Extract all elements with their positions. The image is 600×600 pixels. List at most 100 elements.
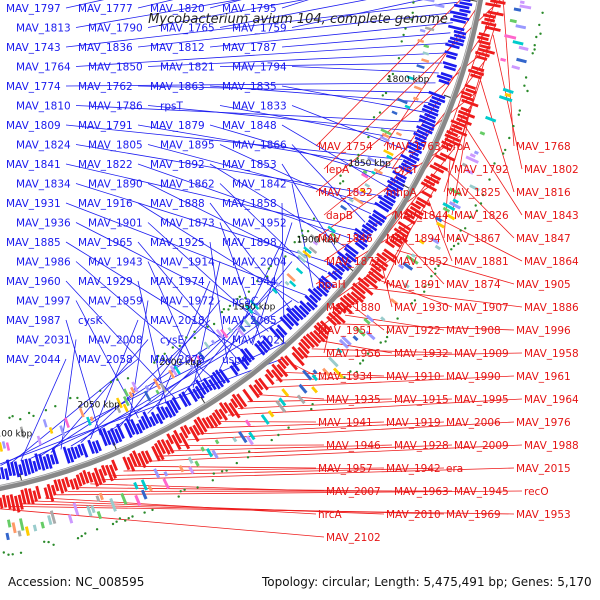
reverse-gene-mark: [470, 73, 482, 80]
reverse-gene-label: MAV_1905: [516, 279, 571, 291]
gc-dot: [111, 522, 115, 526]
reverse-gene-mark: [406, 208, 423, 220]
reverse-gene-mark: [218, 408, 228, 421]
annotation-mark: [465, 168, 474, 175]
reverse-gene-mark: [87, 471, 94, 483]
gc-dot: [366, 352, 370, 355]
gc-dot: [298, 240, 301, 243]
gc-dot: [227, 308, 230, 311]
annotation-mark: [128, 391, 134, 398]
forward-gene-mark: [418, 118, 436, 128]
reverse-gene-mark: [366, 273, 378, 284]
forward-gene-label: MAV_1842: [232, 179, 287, 191]
forward-gene-label: MAV_1997: [16, 296, 71, 308]
reverse-gene-label: proA: [446, 141, 471, 153]
annotation-mark: [413, 85, 423, 91]
annotation-mark: [134, 494, 142, 507]
reverse-gene-label: MAV_1844: [394, 210, 449, 222]
gc-dot: [386, 330, 389, 334]
annotation-mark: [383, 149, 394, 157]
annotation-mark: [403, 282, 410, 289]
reverse-gene-mark: [346, 292, 359, 304]
forward-gene-mark: [45, 453, 53, 469]
gc-dot: [367, 135, 370, 139]
forward-gene-mark: [416, 125, 433, 135]
backbone-highlight: [0, 0, 479, 487]
reverse-gene-label: MAV_1953: [516, 509, 571, 521]
reverse-gene-label: MAV_1881: [454, 256, 509, 268]
gc-dot: [434, 272, 437, 275]
reverse-gene-mark: [446, 129, 459, 138]
reverse-gene-mark: [270, 369, 283, 383]
forward-gene-mark: [449, 10, 468, 17]
forward-gene-mark: [386, 187, 400, 198]
gc-dot: [177, 495, 180, 498]
annotation-mark: [140, 479, 148, 491]
forward-gene-mark: [165, 400, 177, 417]
reverse-gene-label: MAV_1988: [524, 440, 579, 452]
reverse-gene-mark: [73, 478, 80, 490]
forward-label-line: [147, 261, 203, 383]
forward-gene-mark: [400, 153, 417, 165]
reverse-gene-mark: [302, 335, 315, 349]
reverse-gene-mark: [280, 356, 290, 367]
reverse-gene-mark: [9, 494, 16, 512]
gc-dot: [116, 378, 119, 381]
reverse-gene-mark: [479, 44, 491, 50]
annotation-mark: [359, 188, 367, 194]
annotation-mark: [364, 183, 371, 188]
gc-dot: [450, 248, 453, 251]
forward-gene-mark: [164, 406, 173, 419]
reverse-gene-mark: [339, 296, 353, 309]
forward-gene-mark: [345, 243, 359, 255]
forward-gene-mark: [218, 368, 231, 384]
forward-label-line: [137, 241, 237, 359]
reverse-label-line: [492, 34, 523, 170]
forward-gene-mark: [398, 165, 413, 175]
gc-dot: [157, 354, 160, 358]
forward-gene-label: MAV_1901: [88, 218, 143, 230]
forward-gene-label: MAV_1936: [16, 218, 71, 230]
annotation-mark: [416, 64, 425, 69]
gc-dot: [391, 72, 395, 76]
forward-gene-mark: [442, 61, 457, 68]
forward-label-line: [0, 358, 283, 465]
forward-label-line: [20, 358, 67, 462]
annotation-mark: [49, 510, 57, 524]
annotation-mark: [284, 280, 290, 286]
annotation-mark: [380, 128, 392, 136]
forward-gene-label: MAV_1879: [150, 120, 205, 132]
reverse-gene-label: MAV_1886: [524, 302, 579, 314]
reverse-label-line: [285, 372, 385, 377]
annotation-mark: [281, 388, 290, 397]
reverse-gene-mark: [79, 472, 86, 485]
gc-dot: [396, 317, 399, 320]
forward-gene-mark: [149, 416, 156, 427]
forward-label-line: [147, 105, 417, 132]
annotation-mark: [434, 244, 441, 251]
annotation-mark: [86, 416, 92, 426]
reverse-gene-mark: [129, 453, 138, 467]
forward-gene-label: MAV_1972: [160, 296, 215, 308]
forward-gene-label: MAV_1943: [88, 257, 143, 269]
forward-label-line: [147, 52, 446, 67]
forward-gene-mark: [343, 247, 357, 258]
forward-gene-label: MAV_1765: [160, 23, 215, 35]
forward-label-line: [291, 0, 424, 28]
annotation-mark: [406, 75, 414, 81]
gc-dot: [533, 44, 536, 47]
backbone-arc: [0, 0, 483, 492]
annotation-mark: [465, 155, 479, 164]
forward-gene-mark: [387, 184, 400, 193]
annotation-mark: [168, 369, 176, 379]
forward-label-line: [281, 32, 451, 48]
annotation-mark: [159, 382, 167, 393]
forward-gene-label: MAV_1858: [222, 198, 277, 210]
forward-gene-label: MAV_1762: [78, 81, 133, 93]
forward-gene-mark: [150, 411, 159, 425]
forward-gene-mark: [237, 356, 249, 370]
reverse-gene-mark: [339, 301, 353, 315]
annotation-mark: [328, 356, 339, 368]
reverse-gene-mark: [457, 113, 468, 121]
